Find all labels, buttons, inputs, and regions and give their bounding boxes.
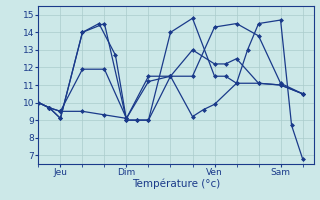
X-axis label: Température (°c): Température (°c) <box>132 179 220 189</box>
